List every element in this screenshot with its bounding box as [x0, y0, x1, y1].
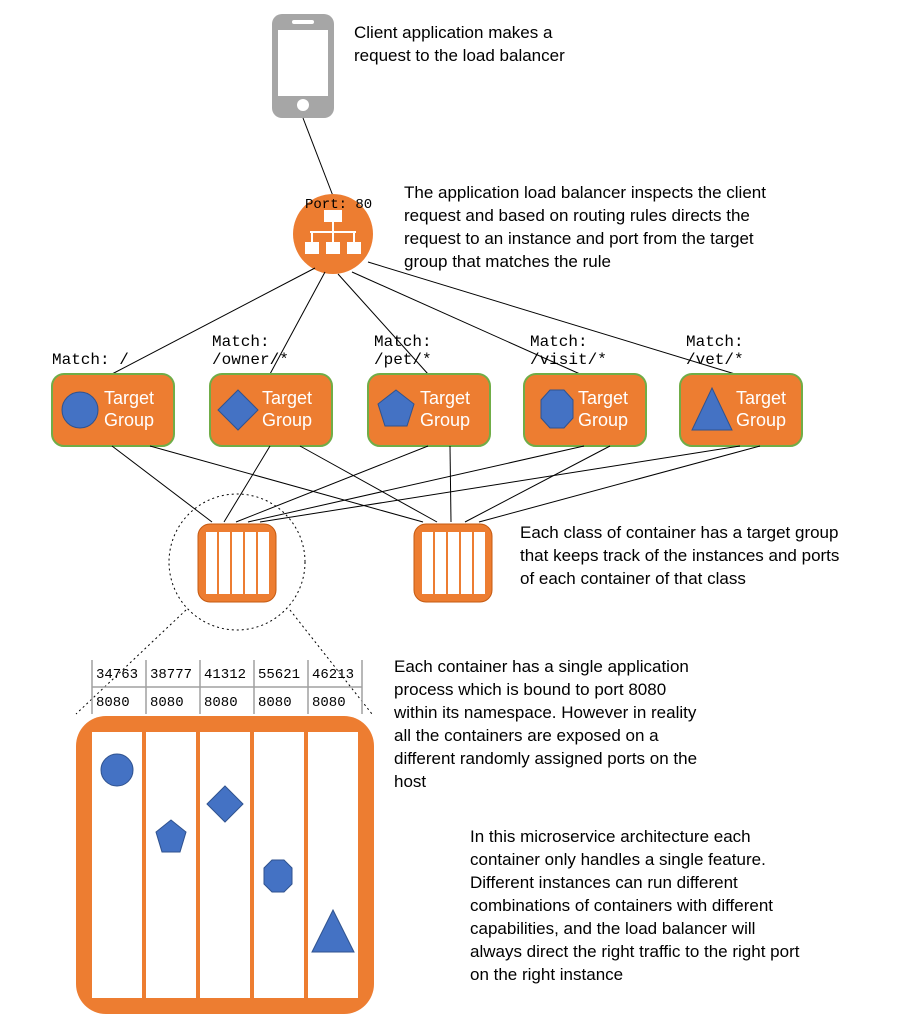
tg3-l2: Group: [420, 410, 470, 430]
innerport-2: 8080: [204, 695, 238, 711]
tg3-l1: Target: [420, 388, 470, 408]
match-2-2: /pet/*: [374, 350, 432, 372]
target-group-5: Target Group: [680, 374, 802, 446]
innerport-1: 8080: [150, 695, 184, 711]
circle-icon: [62, 392, 98, 428]
target-group-3: Target Group: [368, 374, 490, 446]
instance-caption: Each class of container has a target gro…: [520, 522, 850, 591]
match-1-2: /owner/*: [212, 350, 289, 372]
innerport-4: 8080: [312, 695, 346, 711]
lb-caption: The application load balancer inspects t…: [404, 182, 774, 274]
tg2-l2: Group: [262, 410, 312, 430]
tg4-l2: Group: [578, 410, 628, 430]
target-group-4: Target Group: [524, 374, 646, 446]
diagram-root: Target Group Target Group Target Group T…: [0, 0, 900, 1029]
container-caption: Each container has a single application …: [394, 656, 714, 794]
hostport-0: 34763: [96, 667, 138, 683]
instance-big: [76, 660, 374, 1014]
hostport-1: 38777: [150, 667, 192, 683]
tg2-l1: Target: [262, 388, 312, 408]
hexagon-icon: [264, 860, 292, 892]
match-3-2: /visit/*: [530, 350, 607, 372]
client-caption: Client application makes a request to th…: [354, 22, 584, 68]
hostport-2: 41312: [204, 667, 246, 683]
tg1-l1: Target: [104, 388, 154, 408]
innerport-0: 8080: [96, 695, 130, 711]
innerport-3: 8080: [258, 695, 292, 711]
tg5-l2: Group: [736, 410, 786, 430]
match-0-1: Match: /: [52, 350, 129, 372]
tg5-l1: Target: [736, 388, 786, 408]
lb-port-label: Port: 80: [305, 196, 372, 215]
hostport-4: 46213: [312, 667, 354, 683]
microservice-caption: In this microservice architecture each c…: [470, 826, 810, 987]
tg4-l1: Target: [578, 388, 628, 408]
tg1-l2: Group: [104, 410, 154, 430]
hexagon-icon: [541, 390, 573, 428]
phone-icon: [272, 14, 334, 118]
match-4-2: /vet/*: [686, 350, 744, 372]
instance-small-1: [198, 524, 276, 602]
target-group-1: Target Group: [52, 374, 174, 446]
circle-icon: [101, 754, 133, 786]
target-group-2: Target Group: [210, 374, 332, 446]
hostport-3: 55621: [258, 667, 300, 683]
instance-small-2: [414, 524, 492, 602]
